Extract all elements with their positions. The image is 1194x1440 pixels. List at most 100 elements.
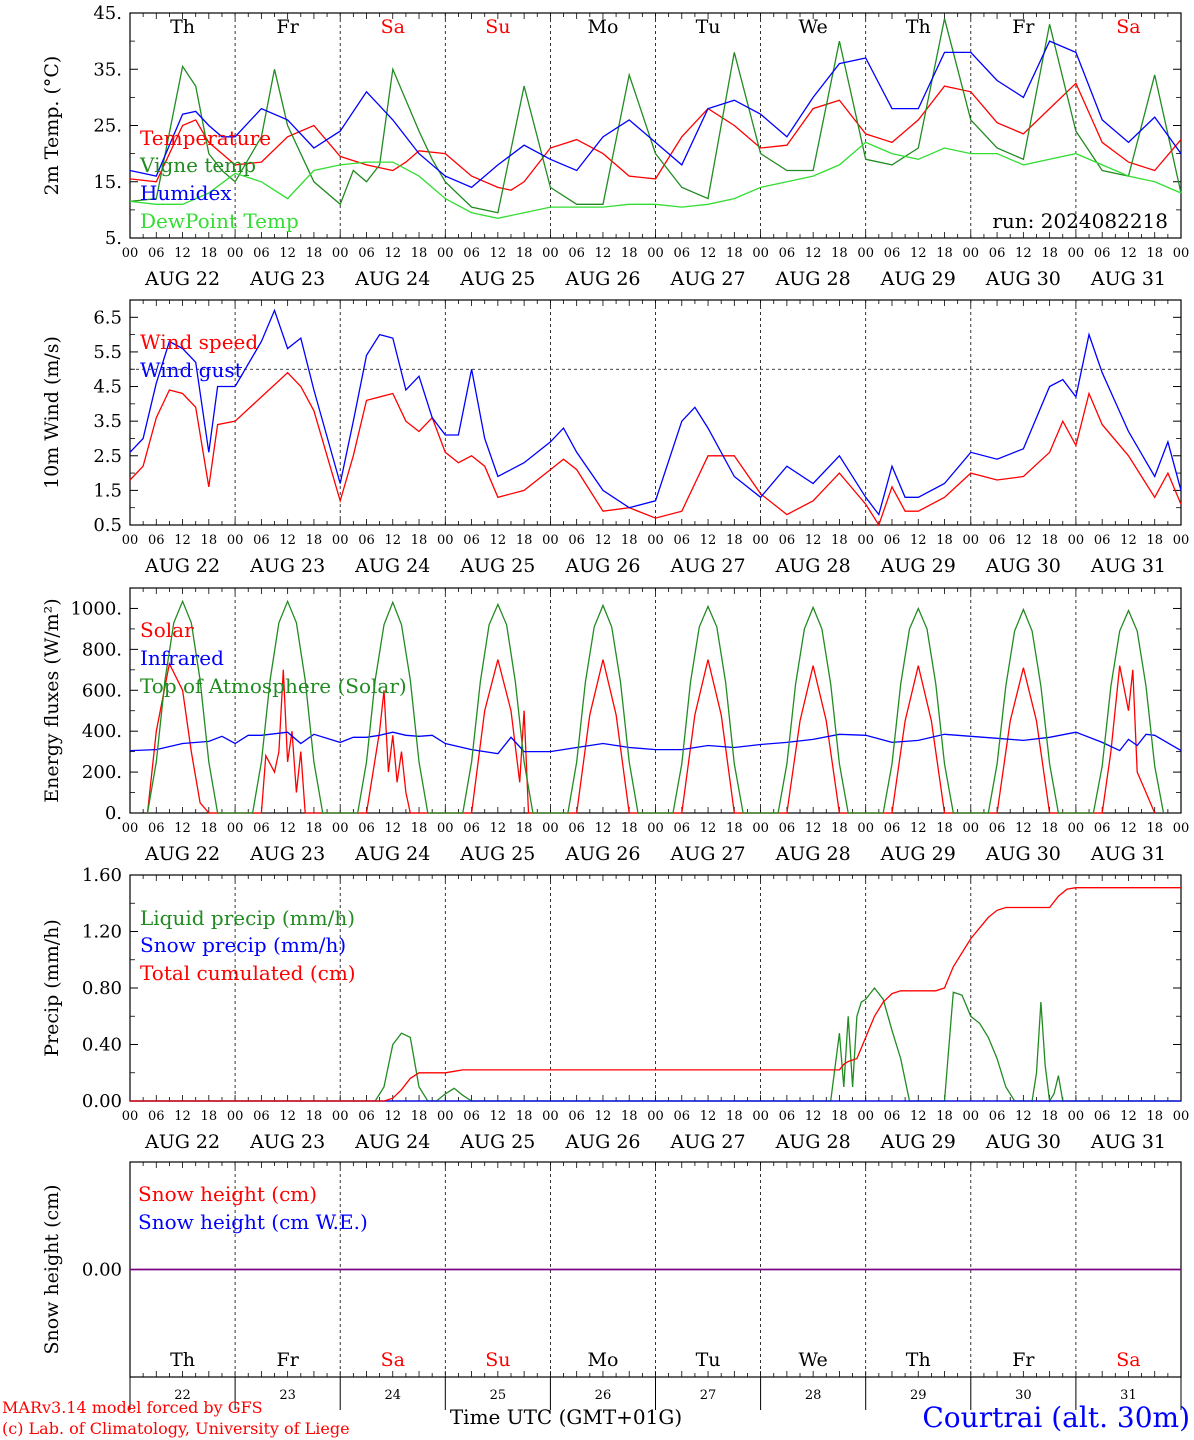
y-tick-label: 5.5 <box>93 342 122 363</box>
weekday-label-top: Tu <box>696 16 721 38</box>
x-hour-label: 12 <box>384 821 401 836</box>
day-number-label: 26 <box>595 1388 612 1403</box>
legend-entry: Total cumulated (cm) <box>140 961 356 985</box>
x-hour-label: 12 <box>490 533 507 548</box>
x-hour-label: 06 <box>884 821 901 836</box>
x-hour-label: 18 <box>831 821 848 836</box>
x-hour-label: 18 <box>516 533 533 548</box>
x-hour-label: 00 <box>857 821 874 836</box>
x-hour-label: 00 <box>227 1109 244 1124</box>
x-hour-label: 06 <box>989 246 1006 261</box>
x-hour-label: 06 <box>989 533 1006 548</box>
day-number-label: 29 <box>910 1388 927 1403</box>
day-number-label: 31 <box>1120 1388 1137 1403</box>
date-label: AUG 24 <box>354 268 430 290</box>
weekday-label-top: Sa <box>1116 16 1140 38</box>
x-hour-label: 00 <box>122 1109 139 1124</box>
y-tick-label: 4.5 <box>93 377 122 398</box>
x-hour-label: 00 <box>1173 533 1190 548</box>
date-label: AUG 27 <box>669 555 745 577</box>
x-hour-label: 00 <box>437 246 454 261</box>
x-hour-label: 06 <box>1094 1109 1111 1124</box>
x-hour-label: 06 <box>358 533 375 548</box>
weekday-label-bottom: Fr <box>277 1349 300 1371</box>
x-hour-label: 06 <box>674 533 691 548</box>
y-axis-label: Precip (mm/h) <box>41 919 63 1057</box>
x-hour-label: 12 <box>805 246 822 261</box>
x-hour-label: 12 <box>490 821 507 836</box>
weekday-label-top: Su <box>485 16 510 38</box>
x-hour-label: 12 <box>174 533 191 548</box>
x-hour-label: 12 <box>700 821 717 836</box>
x-hour-label: 12 <box>700 1109 717 1124</box>
date-label: AUG 31 <box>1090 268 1166 290</box>
x-hour-label: 18 <box>306 821 323 836</box>
date-label: AUG 22 <box>144 268 220 290</box>
y-tick-label: 1000. <box>70 598 122 619</box>
weekday-label-bottom: Sa <box>381 1349 405 1371</box>
x-hour-label: 18 <box>1146 533 1163 548</box>
x-hour-label: 18 <box>306 533 323 548</box>
date-label: AUG 29 <box>880 268 956 290</box>
location-label: Courtrai (alt. 30m) <box>922 1401 1190 1434</box>
series-line-vigne-temp <box>129 18 1182 214</box>
x-hour-label: 00 <box>227 821 244 836</box>
date-label: AUG 26 <box>564 1131 640 1153</box>
x-hour-label: 06 <box>1094 821 1111 836</box>
date-label: AUG 26 <box>564 268 640 290</box>
x-hour-label: 06 <box>253 1109 270 1124</box>
x-hour-label: 12 <box>595 533 612 548</box>
date-label: AUG 26 <box>564 555 640 577</box>
x-hour-label: 18 <box>201 246 218 261</box>
x-hour-label: 12 <box>805 533 822 548</box>
x-hour-label: 06 <box>358 246 375 261</box>
date-label: AUG 25 <box>459 268 535 290</box>
x-hour-label: 18 <box>1146 1109 1163 1124</box>
x-hour-label: 00 <box>647 533 664 548</box>
x-hour-label: 18 <box>936 821 953 836</box>
date-label: AUG 27 <box>669 843 745 865</box>
x-hour-label: 18 <box>411 533 428 548</box>
x-hour-label: 06 <box>253 821 270 836</box>
x-hour-label: 18 <box>411 821 428 836</box>
x-hour-label: 00 <box>1173 246 1190 261</box>
x-axis-title: Time UTC (GMT+01G) <box>450 1405 682 1429</box>
panel-5: 0.00 Snow height (cm) Snow height (cm) Snow… <box>41 1161 1182 1378</box>
x-hour-label: 18 <box>726 821 743 836</box>
x-hour-label: 00 <box>752 533 769 548</box>
x-hour-label: 06 <box>779 1109 796 1124</box>
x-hour-label: 18 <box>201 533 218 548</box>
panel-4: 0.00 0.40 0.80 1.20 1.60 Precip (mm/h) Liquid … <box>41 865 1189 1153</box>
x-hour-label: 12 <box>174 246 191 261</box>
run-label: run: 2024082218 <box>992 209 1168 233</box>
x-hour-label: 06 <box>358 821 375 836</box>
x-hour-label: 12 <box>700 246 717 261</box>
x-hour-label: 12 <box>805 821 822 836</box>
x-hour-label: 00 <box>647 246 664 261</box>
y-tick-label: 1.20 <box>82 922 122 943</box>
y-tick-label: 5. <box>105 228 122 249</box>
series-line-solar <box>146 659 1156 814</box>
x-hour-label: 18 <box>726 1109 743 1124</box>
date-label: AUG 22 <box>144 1131 220 1153</box>
x-hour-label: 00 <box>857 246 874 261</box>
weekday-label-bottom: Tu <box>696 1349 721 1371</box>
x-hour-label: 00 <box>542 533 559 548</box>
x-hour-label: 12 <box>805 1109 822 1124</box>
x-hour-label: 00 <box>857 533 874 548</box>
x-hour-label: 06 <box>568 1109 585 1124</box>
legend-entry: Humidex <box>140 181 232 205</box>
x-hour-label: 06 <box>989 821 1006 836</box>
y-tick-label: 15. <box>93 172 122 193</box>
x-hour-label: 18 <box>306 1109 323 1124</box>
day-number-label: 23 <box>279 1388 296 1403</box>
x-hour-label: 12 <box>1120 821 1137 836</box>
weekday-label-top: Sa <box>381 16 405 38</box>
x-hour-label: 18 <box>1041 246 1058 261</box>
x-hour-label: 00 <box>122 533 139 548</box>
x-hour-label: 12 <box>1120 246 1137 261</box>
date-label: AUG 30 <box>985 268 1061 290</box>
legend-entry: Vigne temp <box>139 153 256 177</box>
x-hour-label: 12 <box>174 821 191 836</box>
weekday-label-bottom: We <box>799 1349 828 1371</box>
